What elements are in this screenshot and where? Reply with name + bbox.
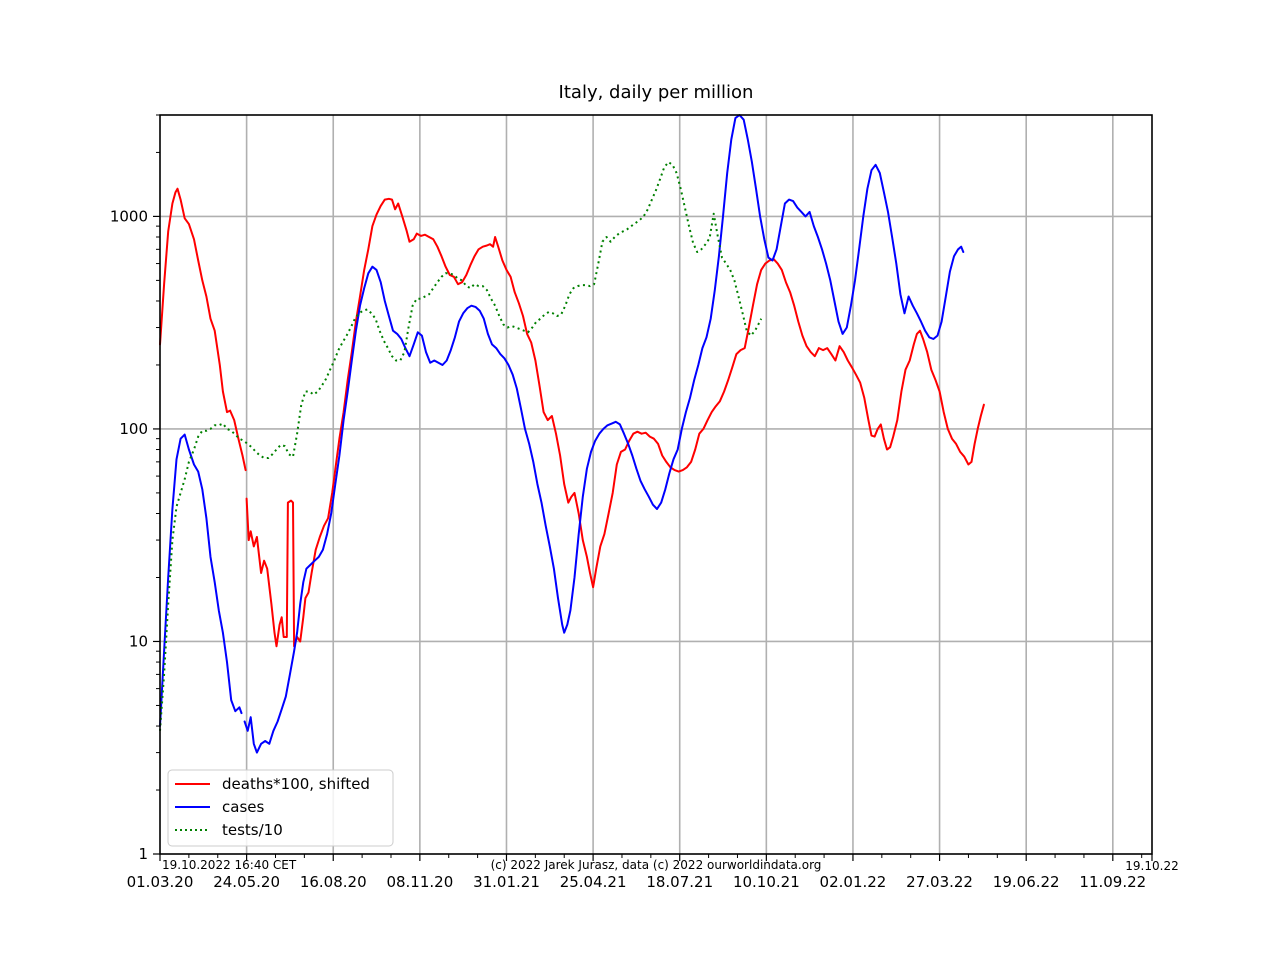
x-tick-label: 18.07.21: [646, 873, 713, 891]
x-tick-label: 19.06.22: [993, 873, 1060, 891]
x-tick-label: 24.05.20: [213, 873, 280, 891]
legend: deaths*100, shifted cases tests/10: [167, 769, 394, 847]
x-tick-label: 10.10.21: [733, 873, 800, 891]
legend-label-deaths: deaths*100, shifted: [222, 775, 370, 793]
x-tick-label: 31.01.21: [473, 873, 540, 891]
legend-box: [167, 769, 394, 847]
y-tick-label: 100: [119, 420, 148, 438]
series-line-deaths: [159, 187, 985, 648]
plot-frame: [159, 114, 1153, 855]
chart-title: Italy, daily per million: [559, 82, 754, 103]
x-tick-label: 25.04.21: [560, 873, 627, 891]
y-tick-label: 1000: [110, 207, 148, 225]
footer-copyright: (c) 2022 Jarek Jurasz, data (c) 2022 our…: [491, 858, 822, 872]
x-tick-label: 02.01.22: [820, 873, 887, 891]
y-tick-label: 10: [129, 632, 148, 650]
y-tick-label: 1: [138, 845, 148, 863]
legend-label-tests: tests/10: [222, 821, 283, 839]
x-tick-label: 27.03.22: [906, 873, 973, 891]
axes: 01.03.20 24.05.20 16.08.20 08.11.20 31.01.21…: [110, 114, 1153, 891]
x-tick-label: 16.08.20: [300, 873, 367, 891]
grid: [160, 115, 1152, 854]
x-end-label: 19.10.22: [1125, 859, 1178, 873]
footer-timestamp: 19.10.2022 16:40 CET: [162, 858, 297, 872]
x-tick-label: 11.09.22: [1079, 873, 1146, 891]
legend-label-cases: cases: [222, 798, 264, 816]
series-lines: [159, 114, 985, 754]
x-tick-label: 08.11.20: [386, 873, 453, 891]
x-tick-label: 01.03.20: [127, 873, 194, 891]
series-line-cases: [159, 114, 965, 754]
